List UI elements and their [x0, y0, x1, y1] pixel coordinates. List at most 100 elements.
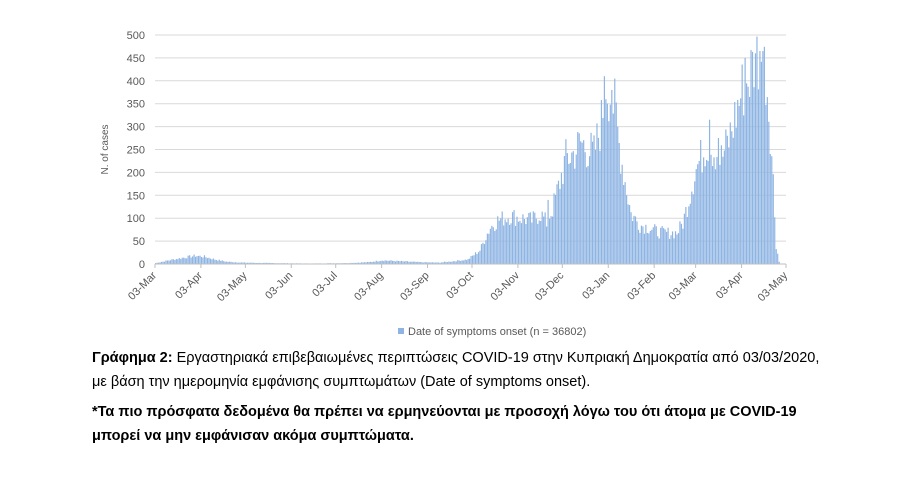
legend: Date of symptoms onset (n = 36802) [398, 326, 586, 338]
bar [267, 262, 269, 264]
bar [455, 261, 457, 264]
bar [710, 154, 712, 264]
bar [479, 250, 481, 264]
bar [359, 262, 361, 264]
bar [252, 262, 254, 264]
bar [563, 156, 565, 264]
bar [541, 211, 543, 264]
bar [454, 261, 456, 264]
y-tick-label: 150 [127, 190, 145, 202]
bar [169, 260, 171, 264]
bar [707, 160, 709, 264]
bar [378, 261, 380, 264]
bar [737, 99, 739, 264]
bar [400, 260, 403, 264]
bar [756, 36, 758, 264]
bar [448, 261, 450, 264]
bar [356, 262, 358, 264]
bar [420, 261, 422, 264]
x-tick-label: 03-Dec [533, 269, 567, 303]
bar [433, 262, 435, 264]
figure-caption: Γράφημα 2: Εργαστηριακά επιβεβαιωμένες π… [92, 346, 832, 394]
bar [389, 260, 391, 264]
bar [415, 261, 417, 264]
bar [729, 122, 731, 264]
bar [633, 215, 635, 264]
bar [519, 220, 521, 264]
bar [380, 260, 382, 264]
bar [741, 64, 743, 264]
bar [682, 228, 684, 264]
bar [233, 262, 235, 264]
bar [218, 259, 220, 264]
x-tick-label: 03-Jan [580, 270, 612, 302]
bar [550, 216, 552, 264]
y-tick-label: 500 [127, 30, 145, 42]
y-tick-label: 400 [127, 76, 145, 88]
bar [500, 218, 502, 264]
bar [645, 224, 647, 264]
bar [774, 217, 776, 264]
bar [589, 156, 591, 264]
y-tick-label: 350 [127, 99, 145, 111]
bar [771, 156, 773, 264]
bar [458, 260, 460, 264]
bar [621, 164, 623, 264]
bar [424, 261, 426, 264]
bar [725, 129, 727, 264]
bar [762, 51, 764, 264]
bar [731, 131, 733, 264]
bar [768, 121, 770, 264]
bar [230, 261, 232, 264]
bar [511, 212, 514, 264]
bar [246, 262, 249, 264]
bar [523, 219, 525, 264]
bar [723, 150, 725, 264]
bar [157, 262, 160, 264]
bar [608, 121, 610, 264]
bar [606, 103, 608, 264]
bar [177, 259, 179, 264]
bar [637, 229, 640, 264]
bar [714, 169, 717, 264]
bar [726, 135, 728, 264]
bar [488, 233, 490, 264]
bar [522, 214, 524, 264]
bar [269, 262, 271, 264]
bar [544, 212, 546, 264]
bar [747, 86, 749, 264]
bar [559, 188, 561, 264]
bar [430, 262, 432, 264]
bar [390, 260, 392, 264]
bar [474, 252, 477, 264]
bar [697, 164, 699, 264]
bar [743, 115, 745, 264]
bar [671, 231, 674, 264]
bar [498, 220, 500, 264]
bar [270, 262, 272, 264]
bar [577, 131, 579, 264]
bar [713, 157, 715, 264]
bar [532, 211, 534, 264]
bar [392, 260, 394, 264]
bar [506, 222, 508, 264]
bar [628, 205, 631, 264]
bar [186, 258, 188, 264]
bar [751, 51, 754, 264]
bar [664, 229, 666, 264]
bar [369, 261, 371, 264]
y-tick-label: 300 [127, 122, 145, 134]
bar [599, 150, 601, 264]
bar [165, 260, 167, 264]
bar [549, 218, 551, 264]
bar [463, 260, 465, 264]
bar [584, 152, 586, 264]
bar [657, 236, 659, 264]
bar [757, 89, 760, 264]
bar [485, 240, 487, 264]
caption-text: Εργαστηριακά επιβεβαιωμένες περιπτώσεις … [92, 350, 820, 390]
bar [357, 262, 360, 264]
bar [452, 261, 454, 264]
bar [631, 221, 634, 264]
